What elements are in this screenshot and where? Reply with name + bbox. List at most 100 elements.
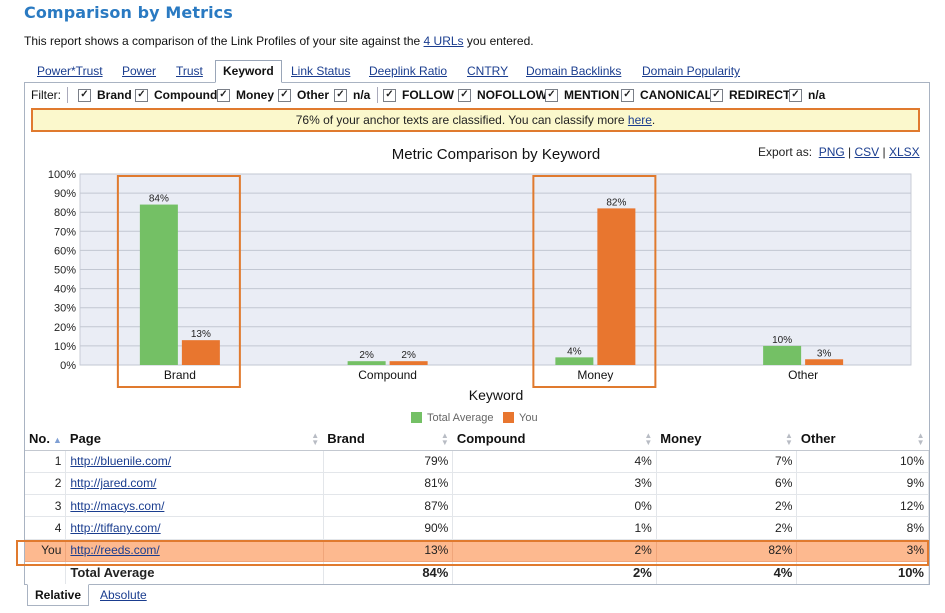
filter-redirect[interactable]: ✓ REDIRECT — [710, 87, 790, 103]
filter-other[interactable]: ✓ Other — [278, 87, 329, 103]
check-icon[interactable]: ✓ — [458, 88, 471, 102]
row-number: 2 — [25, 472, 67, 496]
x-tick-label: Other — [788, 368, 818, 382]
cell-money: 82% — [656, 539, 798, 562]
check-icon[interactable]: ✓ — [217, 88, 230, 102]
page-link[interactable]: http://macys.com/ — [70, 498, 165, 513]
x-axis-label: Keyword — [469, 387, 523, 403]
cell-brand: 13% — [323, 539, 454, 562]
check-icon[interactable]: ✓ — [334, 88, 347, 102]
export-csv-link[interactable]: CSV — [854, 145, 880, 159]
tab-domain-popularity[interactable]: Domain Popularity — [642, 64, 741, 78]
total-label: Total Average — [65, 561, 324, 584]
metric-tabs: Power*Trust Power Trust Keyword Link Sta… — [28, 60, 928, 83]
cell-brand: 79% — [323, 450, 454, 473]
check-icon[interactable]: ✓ — [278, 88, 291, 102]
col-header-other[interactable]: Other ▲ ▼ — [796, 428, 929, 451]
y-tick-label: 100% — [48, 169, 76, 181]
page-link[interactable]: http://jared.com/ — [70, 476, 157, 491]
tab-domain-backlinks[interactable]: Domain Backlinks — [526, 64, 622, 78]
tab-relative[interactable]: Relative — [27, 584, 90, 606]
y-tick-label: 50% — [54, 265, 76, 277]
sort-icon: ▲ ▼ — [311, 431, 320, 447]
classify-link[interactable]: here — [627, 113, 652, 127]
col-header-brand[interactable]: Brand ▲ ▼ — [323, 428, 453, 451]
check-icon[interactable]: ✓ — [78, 88, 91, 102]
filter-compound[interactable]: ✓ Compound — [135, 87, 217, 103]
tab-cntry[interactable]: CNTRY — [467, 64, 509, 78]
col-header-label: Compound — [456, 431, 526, 447]
export-xlsx-link[interactable]: XLSX — [889, 145, 920, 159]
filter-mention[interactable]: ✓ MENTION — [545, 87, 619, 103]
col-header-compound[interactable]: Compound ▲ ▼ — [452, 428, 657, 451]
tab-deeplink-ratio[interactable]: Deeplink Ratio — [369, 64, 448, 78]
description-text-end: you entered. — [463, 34, 534, 48]
filter-follow[interactable]: ✓ FOLLOW — [383, 87, 454, 103]
tab-trust[interactable]: Trust — [176, 64, 203, 78]
tab-link-status[interactable]: Link Status — [291, 64, 351, 78]
cell-compound: 2% — [452, 539, 657, 562]
filter-canonical-label: CANONICAL — [640, 88, 712, 102]
row-number: 4 — [25, 516, 67, 540]
filter-brand[interactable]: ✓ Brand — [78, 87, 132, 103]
tab-power[interactable]: Power — [122, 64, 157, 78]
cell-other: 9% — [796, 472, 929, 496]
check-icon[interactable]: ✓ — [710, 88, 723, 102]
filter-canonical[interactable]: ✓ CANONICAL — [621, 87, 712, 103]
col-header-label: No. — [29, 431, 50, 447]
cell-compound: 3% — [452, 472, 657, 496]
filter-nofollow[interactable]: ✓ NOFOLLOW — [458, 87, 547, 103]
filter-na[interactable]: ✓ n/a — [334, 87, 370, 103]
cell-money: 7% — [656, 450, 798, 473]
table-row-you: You http://reeds.com/ 13% 2% 82% 3% — [25, 539, 929, 562]
col-header-no[interactable]: No. ▲ — [25, 428, 66, 451]
filter-na-label: n/a — [353, 88, 371, 102]
col-header-page[interactable]: Page ▲ ▼ — [65, 428, 324, 451]
cell-compound: 4% — [452, 450, 657, 473]
data-label: 82% — [606, 197, 626, 208]
check-icon[interactable]: ✓ — [383, 88, 396, 102]
data-label: 3% — [817, 348, 832, 359]
total-brand: 84% — [323, 561, 454, 584]
tab-absolute[interactable]: Absolute — [100, 588, 147, 602]
data-label: 2% — [359, 350, 374, 361]
description-text: This report shows a comparison of the Li… — [24, 34, 424, 48]
data-label: 84% — [149, 194, 169, 205]
check-icon[interactable]: ✓ — [789, 88, 802, 102]
x-tick-label: Money — [577, 368, 613, 382]
sort-icon: ▲ ▼ — [916, 431, 925, 447]
cell-brand: 87% — [323, 494, 454, 518]
check-icon[interactable]: ✓ — [135, 88, 148, 102]
filter-label: Filter: — [31, 88, 61, 102]
tab-keyword[interactable]: Keyword — [215, 60, 282, 83]
category-highlight-box — [116, 175, 241, 388]
col-header-money[interactable]: Money ▲ ▼ — [656, 428, 797, 451]
row-number: 3 — [25, 494, 67, 518]
legend-swatch — [411, 412, 422, 423]
export-divider: | — [879, 145, 889, 159]
page-link[interactable]: http://tiffany.com/ — [70, 521, 161, 536]
row-page: http://tiffany.com/ — [65, 516, 324, 540]
sort-icon: ▲ ▼ — [440, 431, 449, 447]
export-png-link[interactable]: PNG — [818, 145, 845, 159]
filter-mention-label: MENTION — [564, 88, 620, 102]
sort-asc-icon: ▲ — [52, 435, 62, 446]
data-label: 13% — [191, 329, 211, 340]
bar — [805, 359, 844, 365]
filter-status-na[interactable]: ✓ n/a — [789, 87, 825, 103]
col-header-label: Page — [69, 431, 101, 447]
page-link[interactable]: http://reeds.com/ — [70, 543, 160, 558]
check-icon[interactable]: ✓ — [545, 88, 558, 102]
tab-power-trust[interactable]: Power*Trust — [37, 64, 103, 78]
chart-title: Metric Comparison by Keyword — [392, 146, 600, 163]
y-tick-label: 70% — [54, 226, 76, 238]
check-icon[interactable]: ✓ — [621, 88, 634, 102]
urls-link[interactable]: 4 URLs — [423, 34, 464, 48]
page-link[interactable]: http://bluenile.com/ — [70, 454, 172, 469]
filter-money[interactable]: ✓ Money — [217, 87, 274, 103]
legend-label: You — [519, 412, 538, 424]
y-tick-label: 10% — [54, 341, 76, 353]
y-tick-label: 0% — [60, 360, 76, 372]
cell-other: 8% — [796, 516, 929, 540]
bar — [555, 357, 594, 365]
